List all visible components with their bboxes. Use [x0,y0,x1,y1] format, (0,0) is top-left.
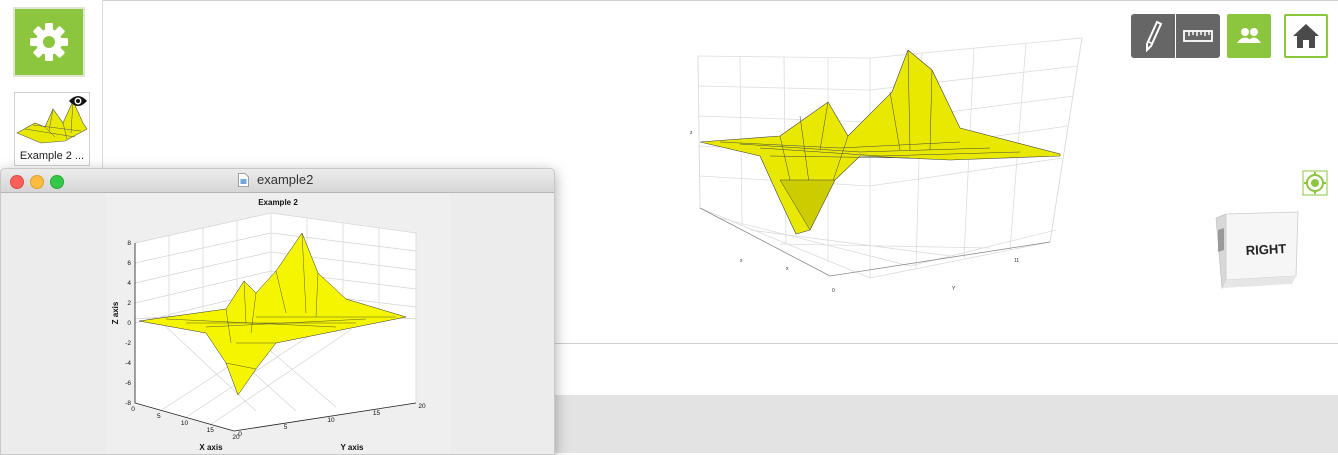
x-tick-label: 20 [232,434,240,441]
z-tick-label: 4 [127,280,131,287]
target-icon [1302,170,1328,196]
z-tick-label: -8 [125,400,131,407]
x-tick-label: 15 [207,427,215,434]
home-icon [1293,24,1319,48]
bottom-panel [553,395,1338,453]
viewer-x-axis-label: x [740,258,743,264]
viewer-z-axis-label: z [690,130,693,136]
thumbnail-label: Example 2 ... [19,150,85,162]
top-border [0,0,1338,1]
zoom-window-button[interactable] [50,175,64,189]
thumbnail-preview [15,93,89,149]
z-tick-label: 6 [127,260,131,267]
eye-icon[interactable] [68,94,88,108]
viewer-surface [699,49,1061,235]
viewer-x-tick-0: 0 [832,288,835,294]
z-tick-label: 8 [127,240,131,247]
x-tick-label: 10 [181,420,189,427]
close-window-button[interactable] [10,175,24,189]
y-tick-label: 15 [373,410,381,417]
z-tick-label: -4 [125,360,131,367]
x-tick-label: 5 [157,413,161,420]
z-tick-label: 0 [127,320,131,327]
viewer-y-axis-label: Y [952,286,956,292]
surface-mesh [138,232,407,396]
minimize-window-button[interactable] [30,175,44,189]
home-button[interactable] [1284,14,1328,58]
users-icon [1237,28,1261,43]
view-cube-svg: RIGHT [1215,211,1299,290]
z-axis-label: Z axis [111,301,120,324]
viewer-x-tick-b: x [786,266,789,272]
markup-button[interactable] [1131,14,1175,58]
chart-title: Example 2 [258,198,298,207]
panel-divider [553,343,1338,344]
x-tick-label: 0 [131,406,135,413]
window-titlebar[interactable]: example2 [1,169,554,193]
z-tick-label: -2 [125,340,131,347]
viewer-3d-plot[interactable]: z Y 0 11 x x [660,30,1090,300]
document-icon [238,173,249,187]
collaborate-button[interactable] [1227,14,1271,58]
surface-chart: Example 2 Z axis X axis Y axis 8 [111,198,426,452]
y-tick-label: 20 [418,403,426,410]
y-tick-label: 5 [284,424,288,431]
pen-icon [1146,20,1163,52]
view-cube[interactable]: RIGHT [1214,210,1300,290]
y-tick-label: 0 [238,431,242,438]
window-title: example2 [257,172,314,187]
chart-grid [134,212,417,432]
model-thumbnail[interactable]: Example 2 ... [14,92,90,166]
figure-window[interactable]: example2 Example 2 Z axis [0,168,555,455]
gear-icon [30,23,68,61]
viewer-surface-svg: z Y 0 11 x x [690,37,1083,294]
ruler-icon [1183,30,1213,42]
view-cube-face-label: RIGHT [1245,241,1286,258]
measure-button[interactable] [1176,14,1220,58]
x-axis-label: X axis [199,443,223,452]
y-axis-label: Y axis [341,443,365,452]
z-tick-label: -6 [125,380,131,387]
z-tick-label: 2 [127,300,131,307]
recenter-button[interactable] [1302,170,1328,196]
y-tick-label: 10 [327,417,335,424]
matlab-figure: Example 2 Z axis X axis Y axis 8 [106,193,450,454]
viewer-y-tick-end: 11 [1014,258,1019,264]
settings-button[interactable] [13,7,85,77]
